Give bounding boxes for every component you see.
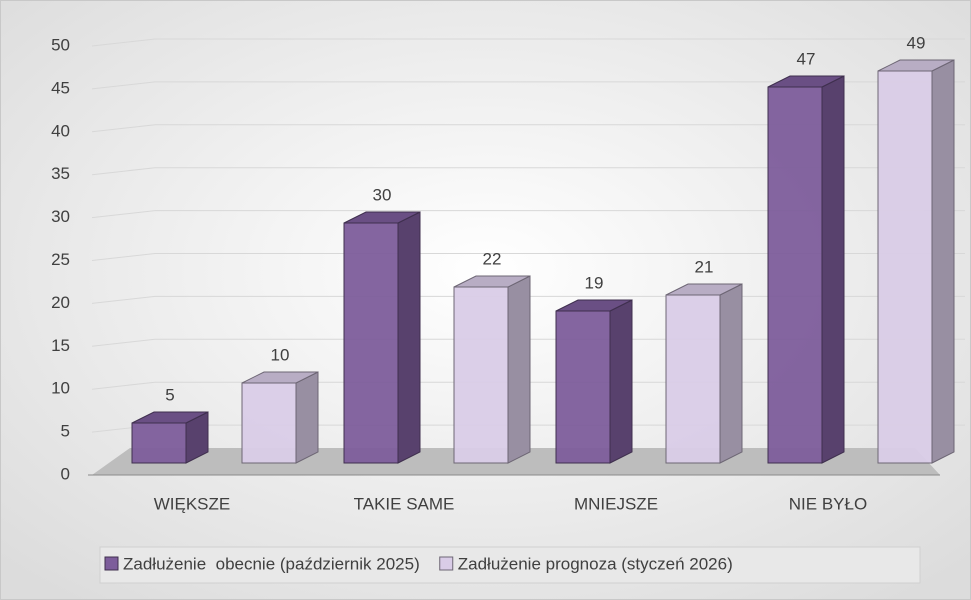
grid-line (91, 253, 965, 261)
legend-swatch (439, 556, 454, 571)
bar (131, 422, 187, 464)
y-tick-label: 30 (51, 207, 70, 226)
value-label: 10 (271, 345, 290, 364)
x-tick-label: TAKIE SAME (354, 494, 455, 513)
bar-side (609, 299, 633, 464)
bar (343, 222, 399, 464)
bar-side (295, 371, 319, 464)
bar (453, 286, 509, 464)
value-label: 5 (165, 385, 174, 404)
grid-line (91, 210, 965, 219)
y-tick-label: 15 (51, 336, 70, 355)
grid-line (91, 38, 965, 47)
y-tick-label: 0 (61, 464, 70, 483)
grid-line (91, 81, 965, 90)
legend-label: Zadłużenie prognoza (styczeń 2026) (458, 554, 733, 573)
legend-box (99, 546, 921, 584)
bar (555, 310, 611, 464)
bar-side (397, 211, 421, 464)
bar-side (931, 59, 955, 464)
value-label: 22 (483, 249, 502, 268)
bar-side (821, 75, 845, 464)
x-tick-label: NIE BYŁO (789, 494, 867, 513)
y-tick-label: 5 (61, 422, 70, 441)
bar (665, 294, 721, 464)
grid-line (91, 167, 965, 176)
value-label: 30 (373, 185, 392, 204)
legend-label: Zadłużenie obecnie (październik 2025) (123, 554, 420, 573)
y-tick-label: 35 (51, 164, 70, 183)
x-tick-label: MNIEJSZE (574, 494, 658, 513)
grid-line (91, 124, 965, 133)
legend-swatch (104, 556, 119, 571)
y-tick-label: 25 (51, 250, 70, 269)
bar (241, 382, 297, 464)
value-label: 49 (907, 33, 926, 52)
y-tick-label: 20 (51, 293, 70, 312)
bar (767, 86, 823, 464)
bar-side (719, 283, 743, 464)
value-label: 19 (585, 273, 604, 292)
y-tick-label: 50 (51, 35, 70, 54)
bar (877, 70, 933, 464)
y-tick-label: 10 (51, 379, 70, 398)
y-tick-label: 40 (51, 121, 70, 140)
value-label: 47 (797, 49, 816, 68)
value-label: 21 (695, 257, 714, 276)
x-tick-label: WIĘKSZE (154, 494, 231, 513)
y-tick-label: 45 (51, 78, 70, 97)
bar-side (507, 275, 531, 464)
